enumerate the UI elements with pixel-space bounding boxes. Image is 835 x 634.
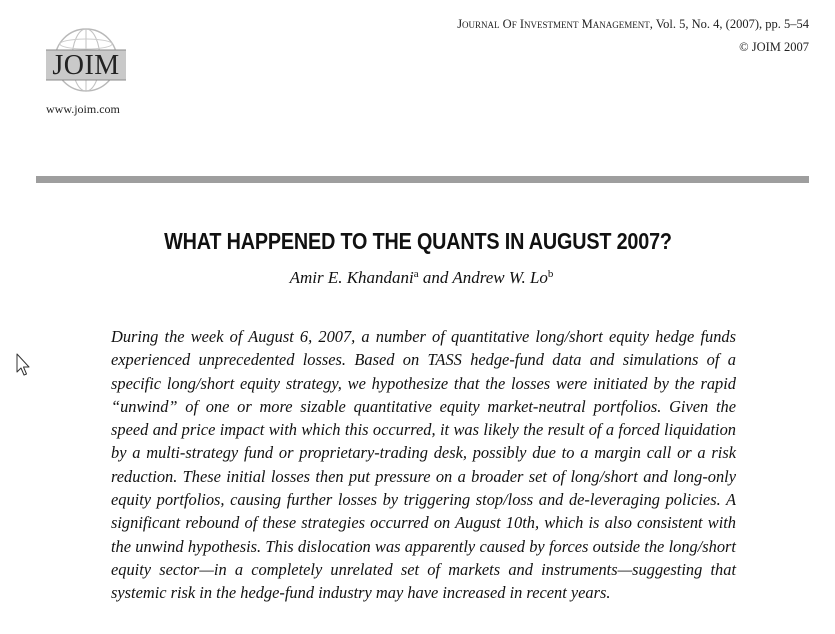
author-line: Amir E. Khandania and Andrew W. Lob	[0, 268, 835, 288]
journal-issue: , Vol. 5, No. 4, (2007), pp. 5–54	[649, 17, 809, 31]
arrow-cursor-icon	[16, 353, 30, 382]
journal-url: www.joim.com	[46, 102, 120, 116]
affiliation-mark: b	[547, 268, 554, 280]
affiliation-mark: a	[413, 268, 419, 280]
joim-logo: JOIM	[36, 22, 136, 102]
journal-citation: Journal Of Investment Management, Vol. 5…	[457, 13, 809, 36]
abstract-text: During the week of August 6, 2007, a num…	[111, 327, 736, 603]
journal-header: Journal Of Investment Management, Vol. 5…	[457, 13, 809, 59]
logo-globe-icon	[46, 28, 126, 92]
copyright-notice: © JOIM 2007	[739, 40, 809, 54]
author-name: Amir E. Khandani	[289, 268, 414, 287]
logo-text: JOIM	[52, 50, 120, 81]
author-connector: and	[418, 268, 453, 287]
header-divider	[36, 176, 809, 183]
paper-title: WHAT HAPPENED TO THE QUANTS IN AUGUST 20…	[164, 228, 672, 254]
author-name: Andrew W. Lo	[452, 268, 548, 287]
journal-name: Journal Of Investment Management	[457, 17, 650, 31]
